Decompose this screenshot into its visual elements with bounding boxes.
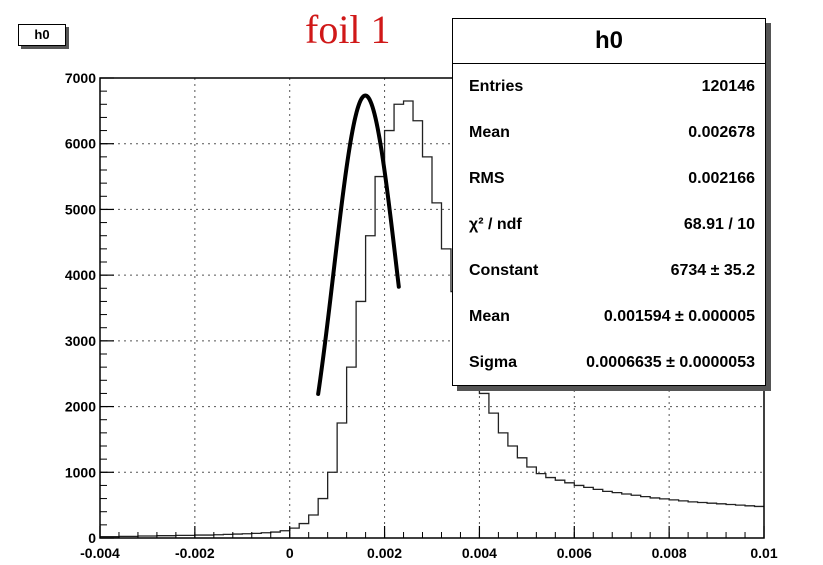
stats-key: Entries [469,78,524,95]
histogram-name-tag: h0 [18,24,66,46]
stats-value: 0.001594 ± 0.000005 [603,308,755,325]
stats-key: Constant [469,262,539,279]
histogram-line [100,100,764,538]
y-tick-label: 6000 [65,136,96,152]
stats-key: Mean [469,308,510,325]
stats-value: 6734 ± 35.2 [670,262,755,279]
x-tick-label: 0.01 [750,545,777,561]
stats-value: 0.0006635 ± 0.0000053 [586,354,755,371]
plot-title: foil 1 [305,7,391,52]
y-tick-label: 0 [88,530,96,546]
axes: -0.004 -0.002 0 0.002 0.004 0.006 0.008 0.01 0 10… [65,70,778,561]
y-tick-label: 3000 [65,333,96,349]
stats-row-rms: RMS 0.002166 [453,156,765,202]
stats-value: 0.002166 [688,170,755,187]
gaussian-fit-curve [316,93,401,396]
x-tick-label: 0.006 [557,545,592,561]
stats-key: Sigma [469,354,518,371]
stats-row-chi2: χ² / ndf 68.91 / 10 [453,202,765,248]
x-tick-label: 0.008 [652,545,687,561]
y-tick-label: 4000 [65,267,96,283]
stats-box: h0 Entries 120146 Mean 0.002678 RMS 0.00… [452,18,766,386]
x-tick-label: -0.002 [175,545,215,561]
y-tick-label: 1000 [65,464,96,480]
y-tick-label: 2000 [65,399,96,415]
stats-row-sigma: Sigma 0.0006635 ± 0.0000053 [453,340,765,386]
stats-row-entries: Entries 120146 [453,64,765,110]
stats-key: Mean [469,124,510,141]
stats-row-mean: Mean 0.002678 [453,110,765,156]
stats-value: 68.91 / 10 [683,216,755,233]
x-tick-label: 0 [286,545,294,561]
stats-key: χ² / ndf [469,216,522,233]
x-tick-label: 0.002 [367,545,402,561]
stats-value: 0.002678 [688,124,755,141]
x-tick-label: -0.004 [80,545,120,561]
stats-key: RMS [469,170,505,187]
stats-title: h0 [453,19,765,64]
stats-row-fit-mean: Mean 0.001594 ± 0.000005 [453,294,765,340]
stats-row-constant: Constant 6734 ± 35.2 [453,248,765,294]
y-tick-label: 7000 [65,70,96,86]
x-tick-label: 0.004 [462,545,497,561]
y-tick-label: 5000 [65,201,96,217]
stats-value: 120146 [701,78,755,95]
